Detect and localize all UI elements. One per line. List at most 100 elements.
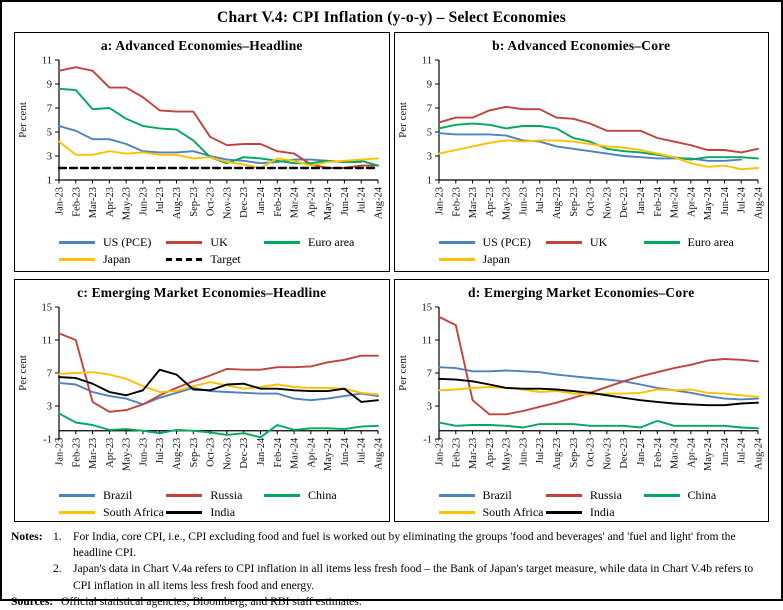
y-tick-label: 7 <box>426 104 431 115</box>
legend-item-china: China <box>643 488 764 503</box>
x-tick-label: Dec-23 <box>619 187 630 218</box>
series-line-uk <box>58 66 379 169</box>
chart-canvas-a: 1 3 5 7 9 11 Jan-23 Feb-23 Mar-23 Apr-23 May-23 Jun… <box>17 56 385 221</box>
y-axis-label: Per cent <box>397 102 409 138</box>
legend-swatch-south-africa <box>59 511 95 514</box>
series-line-india <box>58 368 379 403</box>
y-tick-label: 3 <box>47 402 52 413</box>
x-tick-label: Mar-24 <box>669 186 680 218</box>
legend-label-russia: Russia <box>589 488 622 502</box>
legend-item-us-pce: US (PCE) <box>438 235 546 250</box>
x-tick-label: Oct-23 <box>585 187 596 216</box>
y-axis-label: Per cent <box>17 102 29 138</box>
panels-grid: a: Advanced Economies–Headline 1 3 5 7 9 11 Ja… <box>2 32 781 522</box>
x-tick-label: Aug-24 <box>374 186 385 219</box>
y-tick-label: 3 <box>47 152 52 163</box>
panel-d-title: d: Emerging Market Economies–Core <box>468 285 695 300</box>
legend-swatch-russia <box>545 494 582 497</box>
legend-swatch-euro-area <box>643 241 680 244</box>
legend-item-south-africa: South Africa <box>59 505 166 520</box>
note-row-2: 2. Japan's data in Chart V.4a refers to … <box>11 561 771 593</box>
legend-item-south-africa: South Africa <box>438 505 546 520</box>
series-line-south-africa <box>58 371 379 396</box>
panel-eme-core: d: Emerging Market Economies–Core -1 3 7 11… <box>393 279 769 522</box>
x-tick-label: Oct-23 <box>206 187 217 216</box>
notes-label: Notes: <box>11 530 43 543</box>
legend-label-uk: UK <box>210 235 228 249</box>
note-row-1: Notes: 1. For India, core CPI, i.e., CPI… <box>11 529 771 561</box>
y-tick-label: 3 <box>426 402 431 413</box>
x-tick-label: Jul-23 <box>535 438 546 464</box>
panel-c-legend: Brazil Russia China South Africa India <box>15 487 389 524</box>
legend-item-japan: Japan <box>59 252 166 267</box>
x-tick-label: Aug-23 <box>552 438 563 470</box>
y-tick-label: 5 <box>426 128 431 139</box>
x-tick-label: Feb-24 <box>273 437 284 467</box>
series-line-russia <box>437 315 759 416</box>
x-tick-label: Jul-23 <box>535 187 546 213</box>
x-tick-label: May-24 <box>323 437 334 471</box>
y-tick-label: 1 <box>47 176 52 187</box>
x-tick-label: Jul-24 <box>357 186 368 213</box>
series-line-russia <box>58 332 379 413</box>
y-tick-label: -1 <box>423 435 432 446</box>
x-tick-label: Apr-24 <box>686 186 697 217</box>
x-tick-label: Feb-23 <box>71 187 82 217</box>
x-tick-label: Jan-23 <box>55 438 66 466</box>
note-2-text: Japan's data in Chart V.4a refers to CPI… <box>73 562 754 592</box>
chart-canvas-b: 1 3 5 7 9 11 Jan-23 Feb-23 Mar-23 Apr-23 May-23 Jun… <box>397 56 765 221</box>
legend-swatch-target <box>166 258 203 261</box>
legend-swatch-japan <box>438 258 475 261</box>
x-tick-label: Oct-23 <box>585 438 596 467</box>
y-tick-label: 11 <box>421 336 431 347</box>
x-tick-label: Mar-23 <box>88 187 99 218</box>
legend-swatch-brazil <box>438 494 475 497</box>
legend-item-uk: UK <box>166 235 264 250</box>
y-tick-label: 9 <box>426 80 431 91</box>
panel-d-chart-canvas: -1 3 7 11 15 Jan-23 Feb-23 Mar-23 Apr-23 May-23 Ju… <box>395 301 769 487</box>
x-tick-label: Apr-23 <box>105 438 116 468</box>
series-line-brazil <box>58 381 379 406</box>
x-tick-label: Apr-23 <box>484 438 495 468</box>
x-tick-label: Apr-23 <box>484 187 495 217</box>
notes-label-spacer <box>11 561 53 593</box>
x-tick-label: Apr-23 <box>105 187 116 217</box>
x-tick-label: Aug-23 <box>552 187 563 219</box>
legend-item-china: China <box>264 488 384 503</box>
x-tick-label: Nov-23 <box>602 438 613 470</box>
y-tick-label: 11 <box>42 56 52 67</box>
series-line-japan <box>58 140 379 169</box>
panel-c-chart-canvas: -1 3 7 11 15 Jan-23 Feb-23 Mar-23 Apr-23 May-23 Ju… <box>15 301 389 487</box>
series-line-south-africa <box>437 386 759 398</box>
y-tick-label: 9 <box>47 80 52 91</box>
legend-item-target: Target <box>166 252 264 267</box>
legend-label-china: China <box>308 488 337 502</box>
legend-item-japan: Japan <box>438 252 546 267</box>
legend-label-brazil: Brazil <box>482 488 512 502</box>
x-tick-label: Sep-23 <box>568 438 579 468</box>
x-tick-label: Mar-24 <box>669 437 680 469</box>
x-tick-label: May-24 <box>703 186 714 220</box>
panel-a-legend: US (PCE) UK Euro area Japan Target <box>15 234 389 271</box>
legend-label-japan: Japan <box>482 252 510 266</box>
legend-swatch-china <box>643 494 680 497</box>
x-tick-label: Jul-24 <box>736 186 747 213</box>
x-tick-label: Jun-23 <box>518 438 529 467</box>
x-tick-label: Nov-23 <box>222 438 233 470</box>
series-line-euro-area <box>58 87 379 167</box>
legend-swatch-uk <box>545 241 582 244</box>
panel-advanced-headline: a: Advanced Economies–Headline 1 3 5 7 9 11 Ja… <box>14 32 390 272</box>
x-tick-label: Aug-23 <box>172 187 183 219</box>
x-tick-label: Feb-23 <box>451 187 462 217</box>
y-tick-label: 3 <box>426 152 431 163</box>
legend-swatch-us-pce <box>59 241 95 244</box>
x-tick-label: Jan-24 <box>635 186 646 215</box>
legend-label-china: China <box>687 488 717 502</box>
x-tick-label: Dec-23 <box>619 438 630 469</box>
panel-b-chart-canvas: 1 3 5 7 9 11 Jan-23 Feb-23 Mar-23 Apr-23 May-23 Jun… <box>395 54 769 228</box>
panel-advanced-core: b: Advanced Economies–Core 1 3 5 7 9 11 Jan-23… <box>393 32 769 272</box>
x-tick-label: Jul-23 <box>155 187 166 213</box>
x-tick-label: Jan-24 <box>256 437 267 466</box>
x-tick-label: Dec-23 <box>239 438 250 469</box>
legend-label-euro-area: Euro area <box>687 235 734 249</box>
